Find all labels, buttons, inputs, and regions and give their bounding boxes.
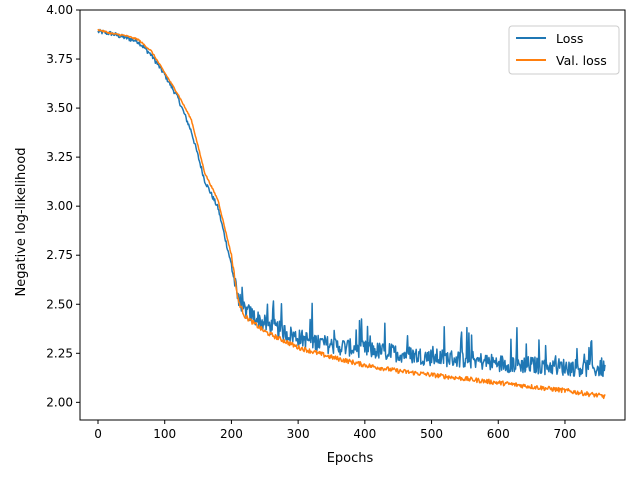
y-tick-label: 2.50 [46,297,73,311]
x-axis-ticks: 0 100 200 300 400 500 600 700 [94,420,576,441]
x-axis-label: Epochs [327,451,374,466]
plot-lines [97,28,606,400]
y-tick-label: 2.75 [46,248,73,262]
legend-label-val-loss: Val. loss [556,53,607,68]
x-tick-label: 100 [153,427,176,441]
y-tick-label: 4.00 [46,3,73,17]
y-axis-ticks: 2.00 2.25 2.50 2.75 3.00 3.25 3.50 3.75 4.00 [46,3,80,409]
x-tick-label: 600 [487,427,510,441]
x-tick-label: 200 [220,427,243,441]
series-line-val-loss [97,28,606,400]
x-tick-label: 0 [94,427,102,441]
legend-label-loss: Loss [556,31,583,46]
x-tick-label: 700 [554,427,577,441]
y-tick-label: 3.00 [46,199,73,213]
x-tick-label: 500 [420,427,443,441]
y-tick-label: 3.75 [46,52,73,66]
y-tick-label: 2.00 [46,395,73,409]
series-line-loss [97,28,606,378]
y-axis-label: Negative log-likelihood [14,148,29,297]
y-tick-label: 3.50 [46,101,73,115]
y-tick-label: 3.25 [46,150,73,164]
y-tick-label: 2.25 [46,346,73,360]
x-tick-label: 300 [287,427,310,441]
plot-frame [79,9,626,421]
legend: Loss Val. loss [508,25,620,75]
x-tick-label: 400 [353,427,376,441]
